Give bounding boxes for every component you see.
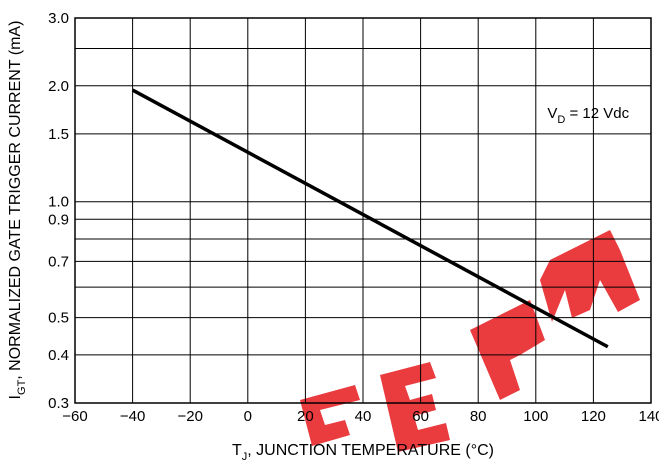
y-tick-label: 2.0 xyxy=(48,78,69,95)
x-axis-title-sub: J xyxy=(242,451,248,463)
x-tick-label: −20 xyxy=(177,408,202,425)
y-tick-label: 0.3 xyxy=(48,395,69,412)
x-tick-label: −60 xyxy=(62,408,87,425)
x-axis-title-main: T xyxy=(232,442,242,459)
series-line xyxy=(131,88,609,349)
x-tick-label: 0 xyxy=(244,408,252,425)
x-tick-labels: −60 −40 −20 0 20 40 60 80 100 120 140 xyxy=(62,408,659,425)
y-tick-label: 0.7 xyxy=(48,253,69,270)
x-tick-label: 140 xyxy=(638,408,659,425)
y-tick-label: 1.0 xyxy=(48,194,69,211)
x-tick-label: −40 xyxy=(120,408,145,425)
plot-frame xyxy=(74,17,652,404)
x-tick-label: 60 xyxy=(412,408,429,425)
watermark-logo xyxy=(300,230,640,452)
annotation-main: V xyxy=(547,105,557,122)
y-tick-label: 0.9 xyxy=(48,211,69,228)
y-tick-labels: 3.0 2.0 1.5 1.00.9 0.7 0.5 0.4 0.3 xyxy=(48,10,69,412)
annotation-vd: VD = 12 Vdc xyxy=(547,105,629,126)
y-tick-label: 1.5 xyxy=(48,126,69,143)
y-tick-label: 3.0 xyxy=(48,10,69,27)
annotation-sub: D xyxy=(557,114,565,126)
x-tick-label: 80 xyxy=(470,408,487,425)
x-tick-label: 20 xyxy=(297,408,314,425)
y-tick-label: 0.4 xyxy=(48,347,69,364)
x-tick-label: 40 xyxy=(355,408,372,425)
y-tick-label: 0.5 xyxy=(48,310,69,327)
x-tick-label: 100 xyxy=(523,408,548,425)
y-axis-title: IGT, NORMALIZED GATE TRIGGER CURRENT (mA… xyxy=(7,21,28,400)
x-axis-title-rest: , JUNCTION TEMPERATURE (°C) xyxy=(247,442,494,459)
grid xyxy=(74,17,652,404)
y-axis-title-rest: , NORMALIZED GATE TRIGGER CURRENT (mA) xyxy=(7,21,24,380)
x-axis-title: TJ, JUNCTION TEMPERATURE (°C) xyxy=(232,442,494,463)
y-axis-title-sub: GT xyxy=(16,379,28,395)
x-tick-label: 120 xyxy=(581,408,606,425)
annotation-rest: = 12 Vdc xyxy=(565,105,629,122)
y-axis-title-main: I xyxy=(7,395,24,399)
